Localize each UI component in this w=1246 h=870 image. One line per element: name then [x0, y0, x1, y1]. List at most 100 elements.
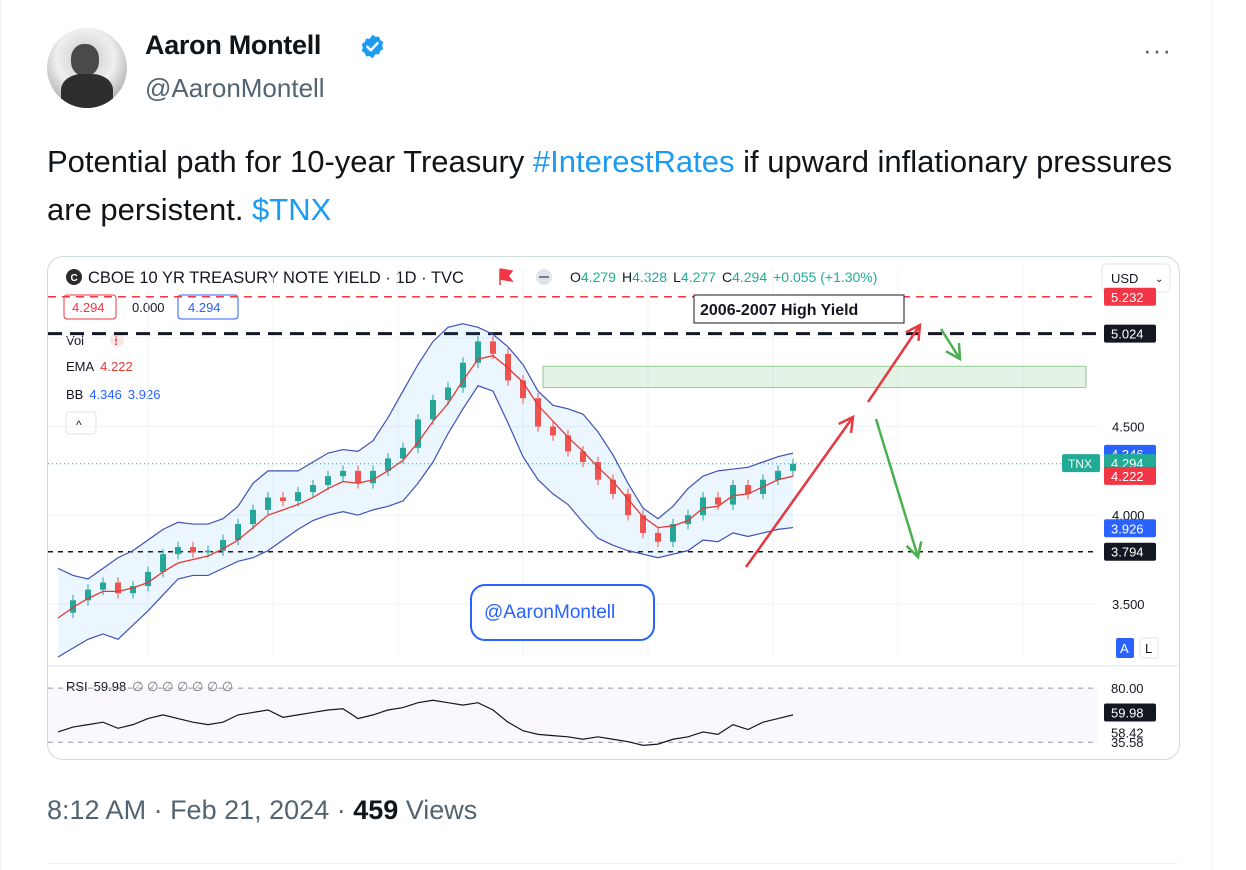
rsi-tick-label: 80.00: [1111, 681, 1144, 696]
verified-badge-icon: [361, 34, 384, 59]
tweet-date[interactable]: Feb 21, 2024: [170, 795, 330, 825]
ema-label: EMA 4.222: [66, 359, 133, 374]
sell-box[interactable]: [63, 294, 117, 320]
currency-label: USD: [1111, 271, 1138, 286]
candle: [475, 341, 481, 363]
candle: [565, 435, 571, 452]
avatar-body: [61, 74, 113, 108]
arrow-up: [744, 416, 855, 568]
candle: [490, 341, 496, 354]
chart-title: CBOE 10 YR TREASURY NOTE YIELD · 1D · TV…: [88, 269, 464, 287]
auto-scale-label: A: [1120, 641, 1129, 656]
meta-separator: ·: [146, 795, 171, 825]
candle: [100, 582, 106, 590]
candle: [520, 380, 526, 399]
price-tag: [1104, 324, 1156, 343]
annotation-box: [693, 294, 905, 324]
tweet-meta: 8:12 AM · Feb 21, 2024 · 459 Views: [47, 795, 477, 826]
right-border: [1212, 0, 1213, 870]
candle: [610, 479, 616, 494]
ema-line: [57, 354, 794, 619]
divider: [47, 863, 1178, 864]
chart-svg: C CBOE 10 YR TREASURY NOTE YIELD · 1D · …: [48, 263, 1179, 750]
rsi-tag: [1104, 703, 1156, 722]
price-axis: 4.5004.0003.5005.2325.0244.3464.2944.222…: [1062, 287, 1156, 612]
candle: [325, 476, 331, 486]
rsi-line: [57, 699, 794, 746]
warning-icon: [110, 333, 124, 347]
candle: [295, 492, 301, 501]
log-scale-label: L: [1145, 641, 1152, 656]
candle: [130, 586, 136, 594]
candle: [385, 458, 391, 471]
bb-fill: [58, 323, 793, 657]
hashtag-link[interactable]: #InterestRates: [532, 144, 735, 179]
price-tag-label: 3.926: [1111, 521, 1144, 536]
candle: [190, 547, 196, 553]
symbol-tag: [1062, 454, 1100, 473]
user-handle[interactable]: @AaronMontell: [145, 73, 325, 103]
arrow-up: [866, 324, 922, 403]
watermark-box: [470, 584, 655, 641]
display-name[interactable]: Aaron Montell: [145, 30, 322, 60]
price-tag-label: 3.794: [1111, 545, 1144, 560]
exchange-logo-icon: [66, 269, 82, 285]
collapse-button[interactable]: [65, 411, 97, 435]
price-tag-label: 5.232: [1111, 290, 1144, 305]
ohlc-readout: O4.279 H4.328 L4.277 C4.294 +0.055 (+1.30%): [570, 269, 877, 285]
flag-icon: [499, 268, 514, 285]
log-scale-button[interactable]: [1139, 637, 1159, 659]
candle: [70, 600, 76, 613]
tweet-text: Potential path for 10-year Treasury #Int…: [47, 138, 1197, 234]
auto-scale-button[interactable]: [1116, 638, 1134, 658]
candle: [775, 470, 781, 480]
tweet-text-part: Potential path for 10-year Treasury: [47, 144, 533, 179]
price-tag: [1104, 287, 1156, 306]
cashtag-link[interactable]: $TNX: [252, 192, 332, 227]
candle: [700, 497, 706, 516]
candle: [370, 470, 376, 484]
price-tag-label: 5.024: [1111, 327, 1144, 342]
candle: [730, 485, 736, 505]
candle: [160, 554, 166, 572]
candle: [115, 582, 121, 594]
price-tick-label: 4.500: [1112, 420, 1145, 435]
left-border: [0, 0, 1, 870]
arrow-down: [939, 328, 962, 360]
candle: [715, 497, 721, 505]
avatar[interactable]: [47, 28, 127, 108]
arrow-up-head: [838, 414, 855, 434]
candle: [685, 515, 691, 525]
candle: [175, 547, 181, 555]
rsi-tick-label: 35.58: [1111, 735, 1144, 750]
arrow-down-head: [905, 541, 923, 560]
exchange-logo-letter: C: [71, 273, 78, 284]
candle: [535, 398, 541, 427]
price-tag: [1104, 466, 1156, 485]
candle: [85, 589, 91, 601]
ask-value: 4.294: [188, 300, 221, 315]
buy-box[interactable]: [177, 294, 239, 320]
candle: [220, 540, 226, 551]
candle: [595, 462, 601, 480]
tweet-time[interactable]: 8:12 AM: [47, 795, 147, 825]
avatar-head: [71, 44, 99, 76]
bb-lower-line: [57, 385, 794, 658]
rsi-tick-label: 59.98: [1111, 705, 1144, 720]
more-options-icon[interactable]: ···: [1143, 35, 1172, 65]
candle: [280, 497, 286, 501]
chevron-down-icon: ⌄: [1155, 274, 1163, 285]
price-tag-label: 4.222: [1111, 469, 1144, 484]
watermark-label: @AaronMontell: [484, 602, 615, 623]
chart-image[interactable]: C CBOE 10 YR TREASURY NOTE YIELD · 1D · …: [47, 256, 1180, 760]
resistance-zone: [542, 365, 1087, 389]
candle: [790, 463, 796, 471]
meta-separator: ·: [329, 795, 354, 825]
candle: [250, 509, 256, 525]
rsi-label: RSI 59.98 ∅ ∅ ∅ ∅ ∅ ∅ ∅: [66, 679, 233, 694]
candle: [550, 426, 556, 436]
rsi-tick-label: 58.42: [1111, 725, 1144, 740]
symbol-tag-label: TNX: [1068, 457, 1092, 471]
annotation-label: 2006-2007 High Yield: [700, 302, 858, 319]
